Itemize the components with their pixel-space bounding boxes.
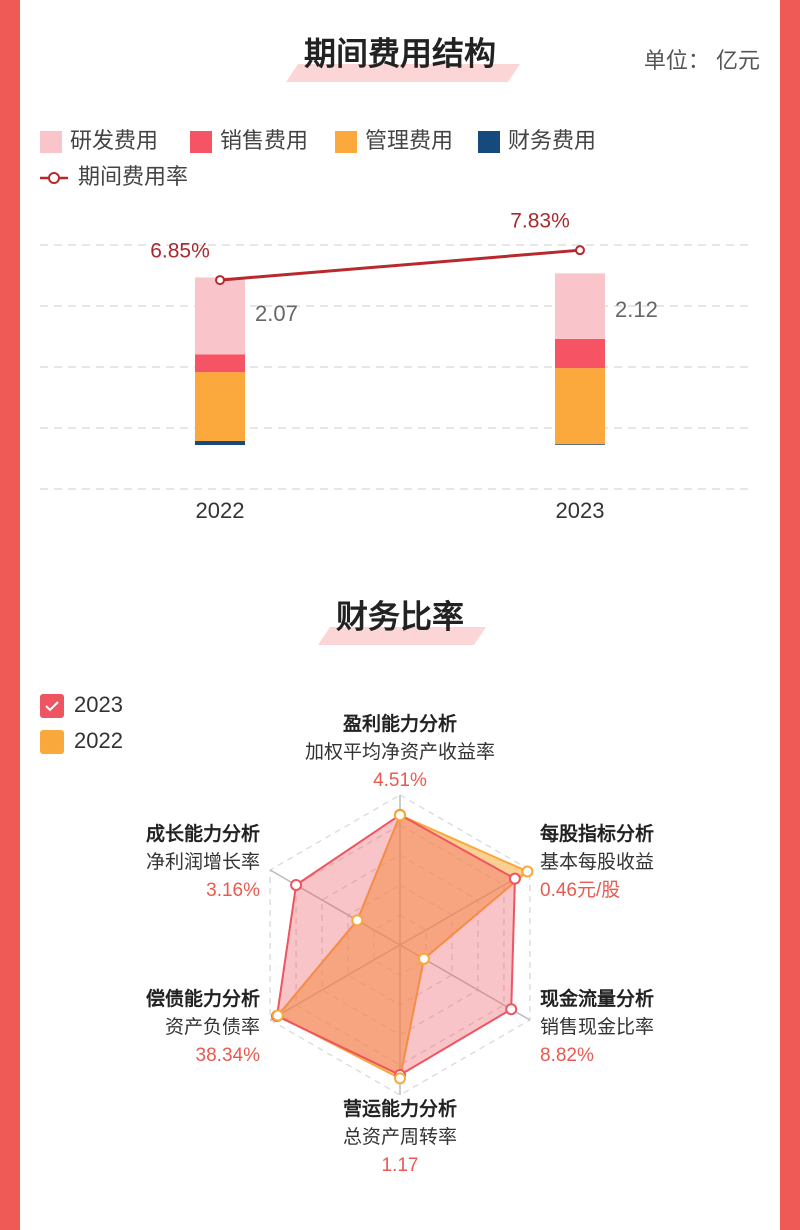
indicator-value: 1.17 — [382, 1155, 419, 1176]
indicator-value: 8.82% — [540, 1045, 594, 1066]
radar-point — [417, 952, 430, 965]
indicator-group: 偿债能力分析 — [146, 987, 260, 1010]
bar-segment — [195, 277, 245, 355]
chart-title: 期间费用结构 — [304, 35, 496, 71]
legend-swatch — [190, 131, 212, 153]
legend-label: 管理费用 — [365, 128, 453, 153]
indicator-group: 现金流量分析 — [540, 987, 654, 1010]
side-border — [780, 0, 800, 1230]
legend-label: 财务费用 — [508, 128, 596, 153]
legend-swatch — [478, 131, 500, 153]
bar-segment — [195, 354, 245, 373]
legend-swatch[interactable] — [40, 694, 64, 718]
title-underline — [318, 627, 486, 645]
rate-label: 6.85% — [150, 240, 210, 263]
radar-point — [271, 1009, 284, 1022]
indicator-group: 成长能力分析 — [146, 822, 260, 845]
indicator-group: 每股指标分析 — [540, 822, 654, 845]
bar-segment — [555, 273, 605, 339]
indicator-group: 营运能力分析 — [343, 1097, 457, 1120]
legend-label: 销售费用 — [220, 128, 308, 153]
legend-label: 研发费用 — [70, 128, 158, 153]
indicator-value: 4.51% — [373, 770, 427, 791]
chart-title: 财务比率 — [336, 598, 464, 634]
indicator-name: 加权平均净资产收益率 — [305, 741, 495, 763]
legend-marker — [48, 172, 60, 184]
radar-point — [394, 809, 406, 822]
indicator-name: 净利润增长率 — [146, 851, 260, 873]
bar-segment — [195, 440, 245, 445]
total-label: 2.07 — [255, 301, 298, 326]
bar-segment — [555, 368, 605, 445]
legend-label: 2022 — [74, 728, 123, 753]
radar-point — [394, 1072, 406, 1085]
legend-swatch — [40, 131, 62, 153]
indicator-name: 总资产周转率 — [343, 1126, 457, 1148]
unit-label: 单位： 亿元 — [644, 48, 760, 73]
indicator-name: 资产负债率 — [165, 1016, 260, 1038]
indicator-name: 基本每股收益 — [540, 851, 654, 873]
legend-check — [45, 701, 59, 712]
bar-segment — [555, 338, 605, 369]
bar-segment — [555, 444, 605, 445]
bar-segment — [195, 372, 245, 441]
indicator-name: 销售现金比率 — [540, 1016, 654, 1038]
indicator-value: 38.34% — [196, 1045, 261, 1066]
total-label: 2.12 — [615, 297, 658, 322]
side-border — [0, 0, 20, 1230]
indicator-group: 盈利能力分析 — [342, 712, 457, 735]
radar-point — [505, 1003, 518, 1016]
radar-point — [290, 879, 303, 891]
rate-line — [219, 248, 581, 282]
rate-label: 7.83% — [510, 210, 570, 233]
legend-label: 期间费用率 — [78, 164, 188, 189]
radar-point — [351, 914, 364, 927]
legend-swatch[interactable] — [40, 730, 64, 754]
radar-point — [521, 865, 534, 878]
x-tick-label: 2022 — [196, 498, 245, 523]
legend-swatch — [335, 131, 357, 153]
radar-point — [508, 872, 521, 885]
rate-point — [215, 275, 225, 286]
indicator-value: 0.46元/股 — [540, 880, 620, 901]
rate-point — [575, 245, 585, 256]
x-tick-label: 2023 — [556, 498, 605, 523]
title-underline — [286, 64, 520, 82]
legend-label: 2023 — [74, 692, 123, 717]
indicator-value: 3.16% — [206, 880, 260, 901]
